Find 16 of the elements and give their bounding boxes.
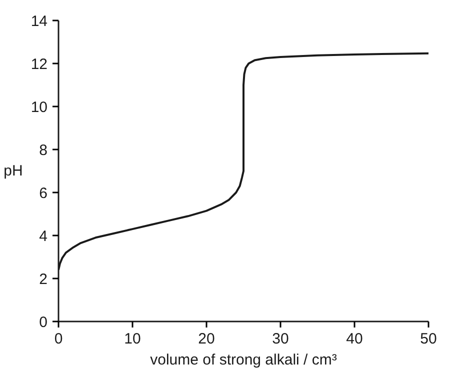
x-axis-title: volume of strong alkali / cm³ xyxy=(150,352,337,368)
y-tick-label: 14 xyxy=(30,13,48,30)
x-tick-label: 20 xyxy=(198,330,215,348)
y-tick-label: 8 xyxy=(39,142,48,159)
y-tick-label: 4 xyxy=(39,228,48,245)
y-tick-label: 10 xyxy=(30,99,48,116)
x-tick-label: 30 xyxy=(272,330,289,348)
x-tick-label: 40 xyxy=(346,330,363,348)
y-tick-label: 12 xyxy=(30,56,48,73)
x-tick-label: 0 xyxy=(54,330,63,348)
x-tick-label: 10 xyxy=(124,330,141,348)
y-tick-label: 0 xyxy=(39,314,48,331)
y-axis-title: pH xyxy=(4,162,23,180)
y-tick-label: 6 xyxy=(39,185,48,202)
x-tick-label: 50 xyxy=(420,330,437,348)
y-tick-label: 2 xyxy=(39,271,48,288)
